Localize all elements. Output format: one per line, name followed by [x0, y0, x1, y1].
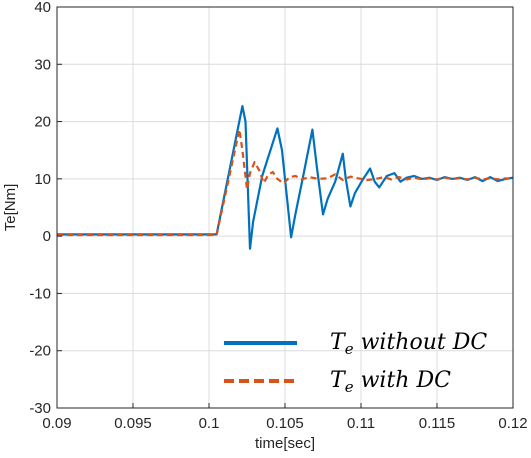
y-tick-label: 40 [34, 0, 51, 16]
x-tick-label: 0.11 [347, 415, 375, 432]
x-tick-labels: 0.09 0.095 0.1 0.105 0.11 0.115 0.12 [42, 415, 527, 432]
x-tick-label: 0.115 [419, 415, 455, 432]
legend-rest: without DC [354, 330, 488, 355]
x-axis-label: time[sec] [255, 435, 315, 452]
legend-entry-without-dc: Te without DC [224, 330, 487, 358]
y-tick-label: 10 [34, 171, 51, 188]
legend-entry-with-dc: Te with DC [224, 368, 451, 396]
y-tick-label: -30 [29, 400, 51, 417]
series-layer [57, 105, 514, 250]
legend-label-with-dc: Te with DC [330, 368, 451, 396]
x-tick-label: 0.09 [42, 415, 71, 432]
series-line-with-dc [57, 128, 514, 237]
legend: Te without DC Te with DC [224, 330, 487, 396]
legend-symbol: T [330, 330, 347, 355]
legend-subscript: e [345, 378, 354, 396]
y-tick-label: 20 [34, 114, 51, 131]
y-tick-label: 30 [34, 56, 51, 73]
grid [56, 6, 514, 409]
y-tick-label: -20 [29, 343, 51, 360]
y-tick-labels: -30 -20 -10 0 10 20 30 40 [29, 0, 51, 417]
tick-marks [56, 6, 514, 409]
legend-rest: with DC [354, 368, 452, 393]
legend-label-without-dc: Te without DC [330, 330, 487, 358]
legend-subscript: e [345, 340, 354, 358]
y-tick-label: -10 [29, 285, 51, 302]
x-tick-label: 0.1 [199, 415, 220, 432]
x-tick-label: 0.095 [114, 415, 152, 432]
x-tick-label: 0.105 [266, 415, 304, 432]
y-tick-label: 0 [43, 228, 51, 245]
legend-symbol: T [330, 368, 347, 393]
y-axis-label: Te[Nm] [2, 184, 19, 232]
x-tick-label: 0.12 [498, 415, 527, 432]
